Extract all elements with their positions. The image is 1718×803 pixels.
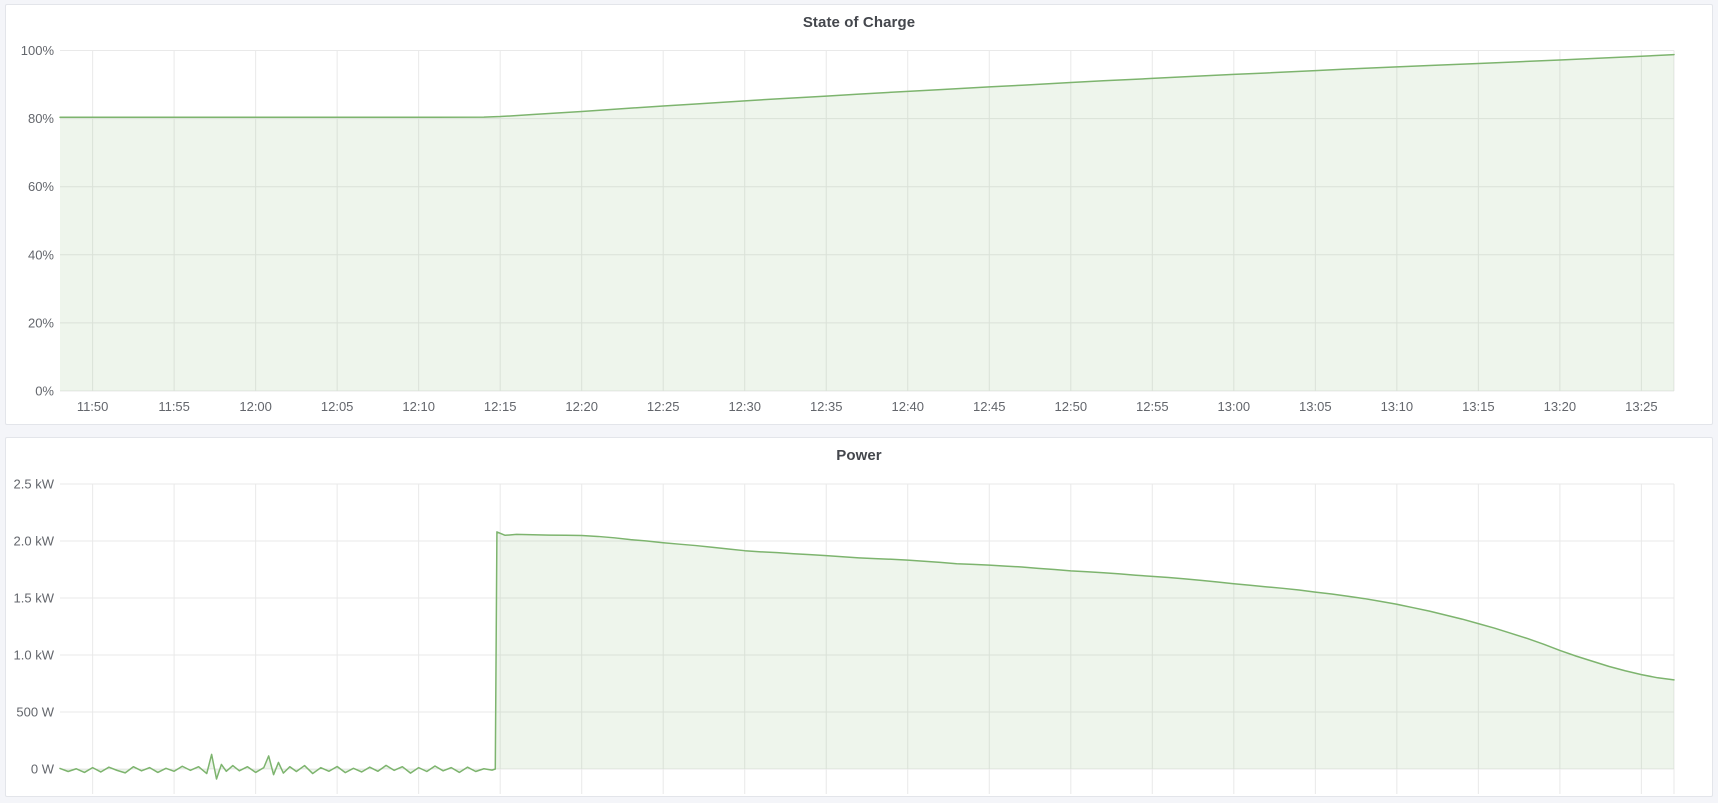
svg-text:12:40: 12:40 <box>891 399 924 414</box>
svg-text:20%: 20% <box>28 315 54 330</box>
y-axis-labels: 0% 20% 40% 60% 80% 100% <box>21 43 55 399</box>
svg-text:500 W: 500 W <box>16 705 54 720</box>
svg-text:13:20: 13:20 <box>1544 399 1577 414</box>
horizontal-gridlines <box>60 50 1674 392</box>
svg-text:12:00: 12:00 <box>239 399 272 414</box>
svg-text:11:50: 11:50 <box>77 399 109 414</box>
svg-text:0%: 0% <box>35 384 54 399</box>
svg-text:40%: 40% <box>28 247 54 262</box>
svg-text:12:30: 12:30 <box>728 399 761 414</box>
svg-text:13:00: 13:00 <box>1218 399 1251 414</box>
svg-text:12:55: 12:55 <box>1136 399 1169 414</box>
svg-text:1.0 kW: 1.0 kW <box>14 648 55 663</box>
series-line <box>59 531 1675 780</box>
svg-text:12:05: 12:05 <box>321 399 354 414</box>
svg-text:11:55: 11:55 <box>158 399 190 414</box>
series-area-fill <box>60 54 1674 392</box>
state-of-charge-chart[interactable]: 0% 20% 40% 60% 80% 100% 11:50 11:55 12:00 12:05 12… <box>6 5 1712 424</box>
svg-text:13:15: 13:15 <box>1462 399 1495 414</box>
svg-text:2.0 kW: 2.0 kW <box>14 534 55 549</box>
svg-text:12:20: 12:20 <box>565 399 598 414</box>
y-axis-labels: 0 W 500 W 1.0 kW 1.5 kW 2.0 kW 2.5 kW <box>14 477 55 777</box>
svg-text:12:10: 12:10 <box>402 399 435 414</box>
panel-power: Power 0 W 500 W 1.0 kW 1.5 kW 2.0 kW 2.5 kW <box>5 437 1713 797</box>
svg-text:12:35: 12:35 <box>810 399 843 414</box>
series-area-fill <box>60 531 1674 780</box>
svg-text:12:25: 12:25 <box>647 399 680 414</box>
vertical-gridlines <box>92 50 1675 391</box>
svg-text:13:10: 13:10 <box>1381 399 1414 414</box>
svg-text:80%: 80% <box>28 111 54 126</box>
svg-text:2.5 kW: 2.5 kW <box>14 477 55 492</box>
svg-text:12:45: 12:45 <box>973 399 1006 414</box>
svg-text:1.5 kW: 1.5 kW <box>14 591 55 606</box>
panel-state-of-charge: State of Charge 0% 20% 40% 60% 80% 100% 11:50 1… <box>5 4 1713 425</box>
panel-title-power[interactable]: Power <box>836 447 882 464</box>
svg-text:12:50: 12:50 <box>1055 399 1088 414</box>
horizontal-gridlines <box>60 483 1674 770</box>
svg-text:12:15: 12:15 <box>484 399 517 414</box>
series-line <box>59 53 1675 118</box>
panel-title-state-of-charge[interactable]: State of Charge <box>802 14 916 31</box>
vertical-gridlines <box>92 484 1675 794</box>
svg-text:60%: 60% <box>28 179 54 194</box>
svg-text:100%: 100% <box>21 43 55 58</box>
svg-text:13:05: 13:05 <box>1299 399 1332 414</box>
x-axis-labels: 11:50 11:55 12:00 12:05 12:10 12:15 12:20 12:25… <box>77 399 1658 414</box>
power-chart[interactable]: 0 W 500 W 1.0 kW 1.5 kW 2.0 kW 2.5 kW <box>6 438 1712 796</box>
svg-text:13:25: 13:25 <box>1625 399 1658 414</box>
svg-text:0 W: 0 W <box>31 762 55 777</box>
